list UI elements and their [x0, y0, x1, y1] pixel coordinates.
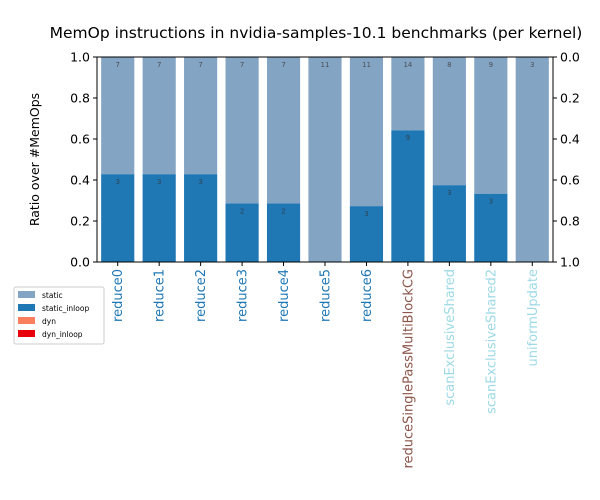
bar-static-scanExclusiveShared2 [474, 57, 508, 194]
bar-value-label: 8 [447, 61, 451, 69]
legend-swatch-dyn_inloop [18, 330, 35, 337]
bar-value-label: 3 [198, 178, 202, 186]
bar-static_inloop-reduce6 [349, 206, 384, 262]
y-tick-label: 0.4 [70, 173, 90, 188]
bar-static_inloop-reduceSinglePassMultiBlockCG [391, 130, 425, 262]
y-tick-label: 1.0 [70, 50, 90, 65]
y2-tick-label: 1.0 [560, 255, 580, 270]
bar-value-label: 2 [240, 207, 244, 215]
bar-value-label: 7 [240, 61, 244, 69]
bar-static-reduce3 [225, 57, 259, 204]
bar-static-reduce4 [266, 57, 301, 204]
bars-layer: 3 7 3 7 3 7 2 7 2 7 11 3 11 9 14 3 8 3 9 3 [101, 57, 549, 263]
x-category-label: reduceSinglePassMultiBlockCG [401, 269, 416, 469]
bar-static-reduce5 [308, 57, 342, 262]
bar-static_inloop-reduce0 [101, 174, 135, 262]
y-tick-label: 0.2 [70, 214, 90, 229]
bar-value-label: 3 [364, 210, 368, 218]
bar-static_inloop-reduce3 [225, 203, 259, 262]
y-axis-right: 1.0 0.8 0.6 0.4 0.2 0.0 [553, 50, 580, 270]
x-axis: reduce0 reduce1 reduce2 reduce3 reduce4 reduc… [111, 262, 541, 469]
legend-label-static: static [42, 291, 63, 300]
bar-value-label: 7 [157, 61, 161, 69]
chart-title: MemOp instructions in nvidia-samples-10.… [50, 24, 583, 42]
y-axis-label: Ratio over #MemOps [27, 93, 42, 226]
x-category-label: scanExclusiveShared [443, 269, 458, 406]
x-category-label: uniformUpdate [526, 269, 541, 366]
bar-static_inloop-reduce4 [266, 203, 301, 262]
x-category-label: reduce4 [277, 269, 292, 322]
bar-value-label: 3 [530, 61, 534, 69]
x-category-label: reduce3 [236, 269, 251, 322]
y-tick-label: 0.8 [70, 91, 90, 106]
bar-static-reduce6 [349, 57, 384, 207]
y2-tick-label: 0.0 [560, 50, 580, 65]
bar-value-label: 2 [281, 207, 285, 215]
bar-value-label: 3 [447, 189, 451, 197]
legend-label-dyn: dyn [42, 317, 56, 326]
x-category-label: scanExclusiveShared2 [484, 269, 499, 414]
x-category-label: reduce2 [194, 269, 209, 322]
y2-tick-label: 0.8 [560, 214, 580, 229]
bar-value-label: 11 [321, 61, 330, 69]
bar-static-reduce1 [142, 57, 176, 175]
bar-value-label: 9 [489, 61, 493, 69]
bar-value-label: 7 [198, 61, 202, 69]
bar-static-reduceSinglePassMultiBlockCG [391, 57, 425, 131]
bar-static_inloop-scanExclusiveShared2 [474, 193, 508, 262]
x-category-label: reduce0 [111, 269, 126, 322]
bar-static-reduce0 [101, 57, 135, 175]
bar-static-scanExclusiveShared [432, 57, 466, 186]
bar-value-label: 9 [406, 134, 410, 142]
x-category-label: reduce1 [153, 269, 168, 322]
bar-static-reduce2 [184, 57, 218, 175]
y2-tick-label: 0.6 [560, 173, 580, 188]
bar-value-label: 7 [115, 61, 119, 69]
bar-value-label: 11 [362, 61, 371, 69]
legend-swatch-static_inloop [18, 304, 35, 311]
y-tick-label: 0.6 [70, 132, 90, 147]
bar-value-label: 3 [489, 198, 493, 206]
y2-tick-label: 0.2 [560, 91, 580, 106]
x-category-label: reduce5 [319, 269, 334, 322]
bar-static-uniformUpdate [515, 57, 549, 262]
y2-tick-label: 0.4 [560, 132, 580, 147]
bar-value-label: 14 [403, 61, 412, 69]
legend-swatch-static [18, 291, 35, 298]
legend-label-static_inloop: static_inloop [42, 304, 89, 313]
y-axis-left: 0.0 0.2 0.4 0.6 0.8 1.0 [70, 50, 97, 270]
bar-value-label: 3 [157, 178, 161, 186]
bar-value-label: 7 [281, 61, 285, 69]
bar-static_inloop-reduce2 [184, 174, 218, 262]
bar-static_inloop-reduce1 [142, 174, 176, 262]
bar-static_inloop-scanExclusiveShared [432, 185, 466, 263]
y-tick-label: 0.0 [70, 255, 90, 270]
legend-swatch-dyn [18, 317, 35, 324]
legend-label-dyn_inloop: dyn_inloop [42, 330, 83, 339]
bar-value-label: 3 [115, 178, 119, 186]
legend-box [13, 286, 105, 345]
x-category-label: reduce6 [360, 269, 375, 322]
